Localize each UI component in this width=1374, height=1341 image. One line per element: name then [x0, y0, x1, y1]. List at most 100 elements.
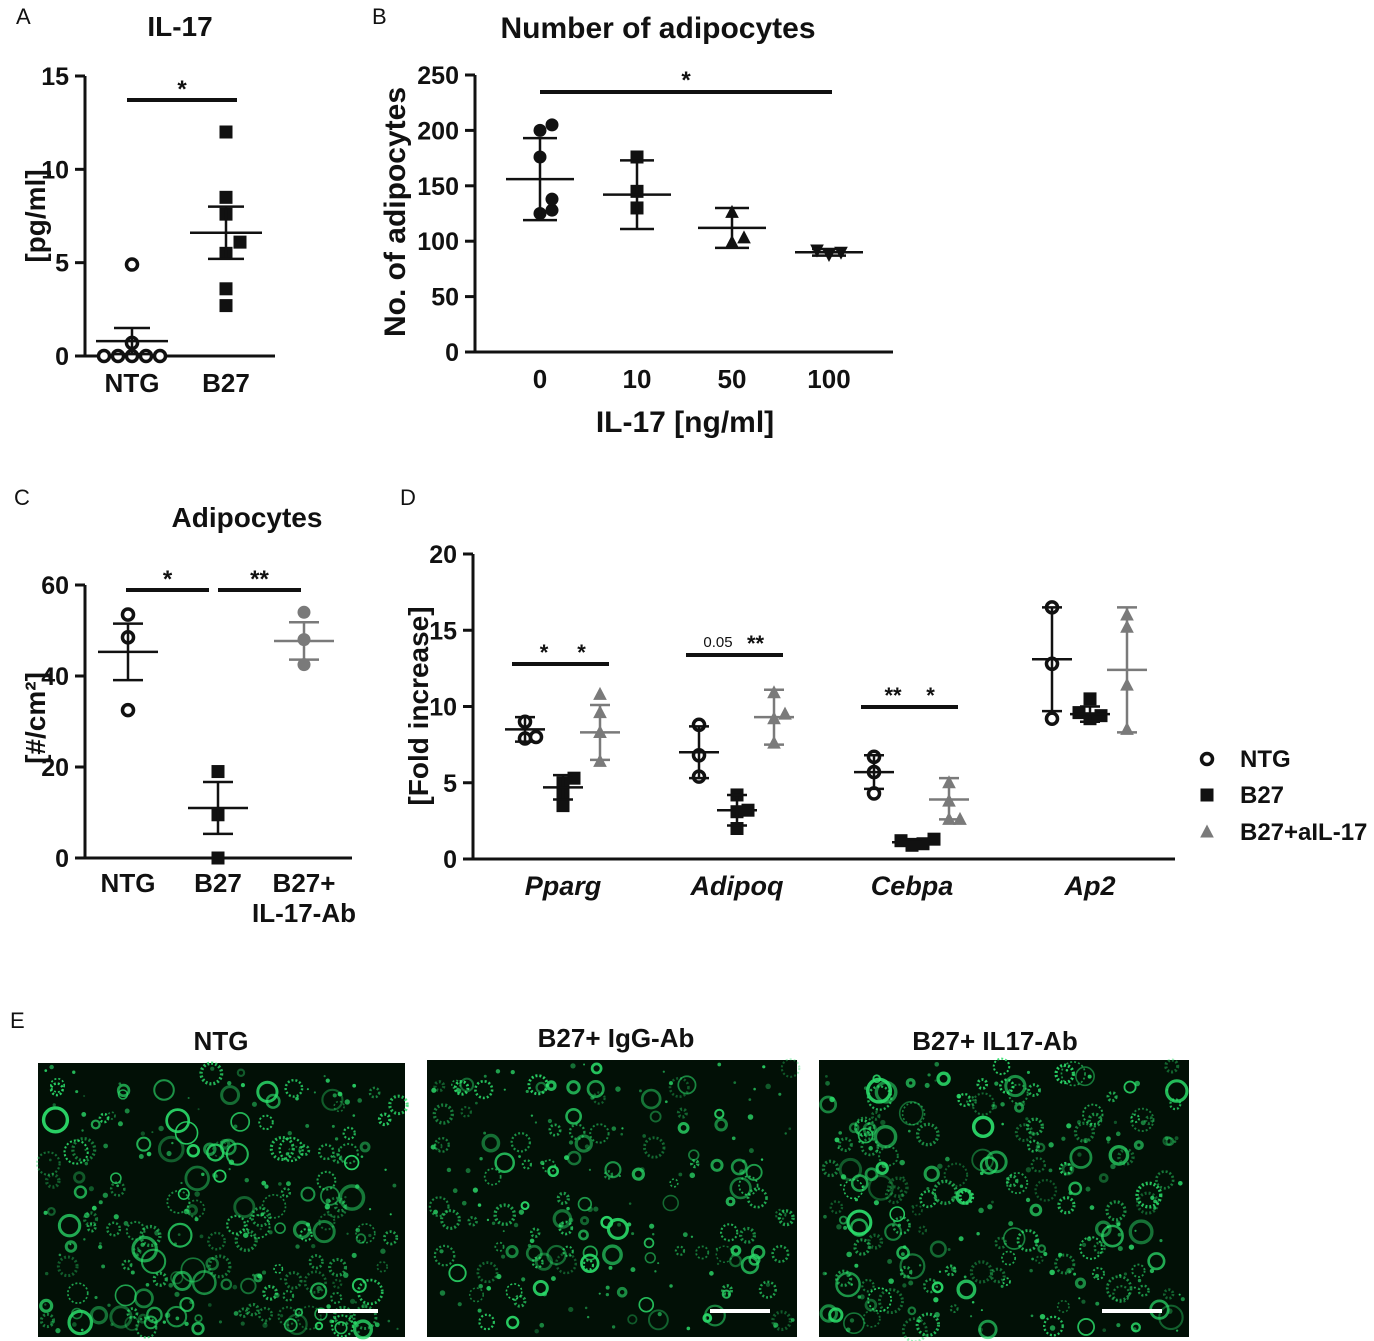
- micrograph-panel: [427, 1060, 797, 1337]
- micrograph-dot: [58, 1253, 62, 1257]
- panel-b-y-tick-label: 200: [417, 117, 459, 145]
- micrograph-cell: [240, 1277, 257, 1295]
- micrograph-cell: [690, 1158, 700, 1169]
- micrograph-dot: [1116, 1222, 1121, 1227]
- micrograph-cell: [273, 1263, 284, 1274]
- micrograph-dot: [439, 1249, 444, 1254]
- micrograph-cell: [170, 1271, 184, 1285]
- micrograph-cell: [702, 1313, 713, 1323]
- micrograph-dot: [881, 1162, 888, 1169]
- micrograph-dot: [760, 1158, 764, 1161]
- micrograph-dot: [639, 1167, 645, 1173]
- micrograph-cell: [846, 1209, 873, 1236]
- micrograph-dot: [1116, 1323, 1121, 1328]
- micrograph-cell: [955, 1187, 973, 1205]
- micrograph-dot: [228, 1168, 231, 1171]
- micrograph-cell: [725, 1196, 736, 1207]
- panel-d-x-label: Cebpa: [871, 871, 954, 901]
- micrograph-dot: [611, 1126, 617, 1131]
- micrograph-dot: [926, 1187, 930, 1191]
- micrograph-dot: [1001, 1122, 1004, 1126]
- micrograph-dot: [350, 1298, 356, 1304]
- micrograph-cell: [719, 1223, 739, 1242]
- panel-c-x-label: B27: [194, 868, 242, 898]
- panel-a-title: IL-17: [147, 11, 212, 42]
- micrograph-cell: [474, 1079, 494, 1100]
- micrograph-dot: [605, 1292, 610, 1297]
- micrograph-dot: [1110, 1163, 1116, 1170]
- micrograph-dot: [177, 1233, 181, 1237]
- micrograph-dot: [1000, 1284, 1004, 1288]
- micrograph-dot: [113, 1214, 119, 1220]
- micrograph-dot: [933, 1281, 937, 1284]
- micrograph-dot: [564, 1155, 569, 1161]
- micrograph-cell: [280, 1187, 292, 1198]
- micrograph-dot: [1086, 1236, 1092, 1242]
- micrograph-dot: [43, 1210, 48, 1215]
- micrograph-cell: [297, 1305, 322, 1331]
- micrograph-title: B27+ IgG-Ab: [538, 1023, 695, 1053]
- micrograph-dot: [49, 1064, 54, 1070]
- micrograph-dot: [678, 1172, 683, 1177]
- micrograph-cell: [352, 1319, 374, 1340]
- micrograph-dot: [858, 1140, 861, 1143]
- micrograph-dot: [843, 1225, 848, 1230]
- micrograph-cell: [73, 1185, 88, 1199]
- micrograph-dot: [773, 1322, 779, 1328]
- micrograph-cell: [918, 1225, 928, 1235]
- micrograph-cell: [721, 1289, 732, 1299]
- micrograph-cell: [899, 1265, 913, 1279]
- panel-b-point: [545, 203, 559, 217]
- micrograph-dot: [947, 1248, 951, 1251]
- micrograph-cell: [866, 1085, 893, 1111]
- micrograph-dot: [540, 1160, 545, 1166]
- micrograph-cell: [110, 1172, 122, 1184]
- micrograph-cell: [125, 1220, 146, 1241]
- micrograph-dot: [325, 1198, 331, 1204]
- panel-b-sig-label: *: [681, 67, 691, 94]
- micrograph-dot: [827, 1316, 832, 1321]
- micrograph-dot: [1153, 1199, 1157, 1204]
- micrograph-dot: [765, 1083, 771, 1090]
- panel-d-x-label: Ap2: [1063, 871, 1115, 901]
- micrograph-cell: [250, 1206, 272, 1228]
- micrograph-dot: [1043, 1251, 1048, 1257]
- micrograph-dot: [859, 1294, 865, 1300]
- micrograph-cell: [1027, 1083, 1041, 1097]
- micrograph-cell: [71, 1307, 83, 1320]
- micrograph-panel: [38, 1063, 405, 1337]
- panel-b-title: Number of adipocytes: [500, 12, 815, 45]
- micrograph-cell: [448, 1263, 467, 1283]
- micrograph-cell: [865, 1077, 893, 1104]
- micrograph-cell: [688, 1149, 700, 1161]
- micrograph-cell: [677, 1121, 690, 1134]
- micrograph-dot: [945, 1156, 950, 1162]
- micrograph-cell: [915, 1312, 941, 1337]
- micrograph-dot: [664, 1100, 668, 1104]
- micrograph-cell: [233, 1195, 256, 1219]
- micrograph-cell: [729, 1176, 752, 1200]
- micrograph-dot: [244, 1177, 249, 1183]
- micrograph-cell: [453, 1080, 470, 1096]
- micrograph-dot: [1085, 1186, 1091, 1192]
- micrograph-cell: [943, 1162, 969, 1188]
- micrograph-cell: [109, 1181, 126, 1197]
- micrograph-cell: [57, 1213, 82, 1238]
- micrograph-cell: [468, 1287, 485, 1303]
- micrograph-dot: [822, 1271, 827, 1276]
- micrograph-cell: [532, 1279, 549, 1297]
- micrograph-dot: [963, 1275, 967, 1279]
- micrograph-cell: [1073, 1121, 1096, 1143]
- micrograph-dot: [430, 1144, 436, 1150]
- micrograph-dot: [1077, 1152, 1082, 1157]
- panel-c-sig-label: **: [250, 566, 269, 593]
- micrograph-dot: [1178, 1293, 1181, 1296]
- micrograph-cell: [116, 1083, 131, 1098]
- micrograph-cell: [604, 1161, 622, 1179]
- micrograph-cell: [1162, 1288, 1175, 1300]
- panel-d-y-tick-label: 5: [443, 770, 457, 798]
- micrograph-dot: [717, 1062, 722, 1067]
- micrograph-cell: [558, 1220, 574, 1236]
- micrograph-dot: [1081, 1299, 1086, 1304]
- micrograph-dot: [354, 1301, 357, 1304]
